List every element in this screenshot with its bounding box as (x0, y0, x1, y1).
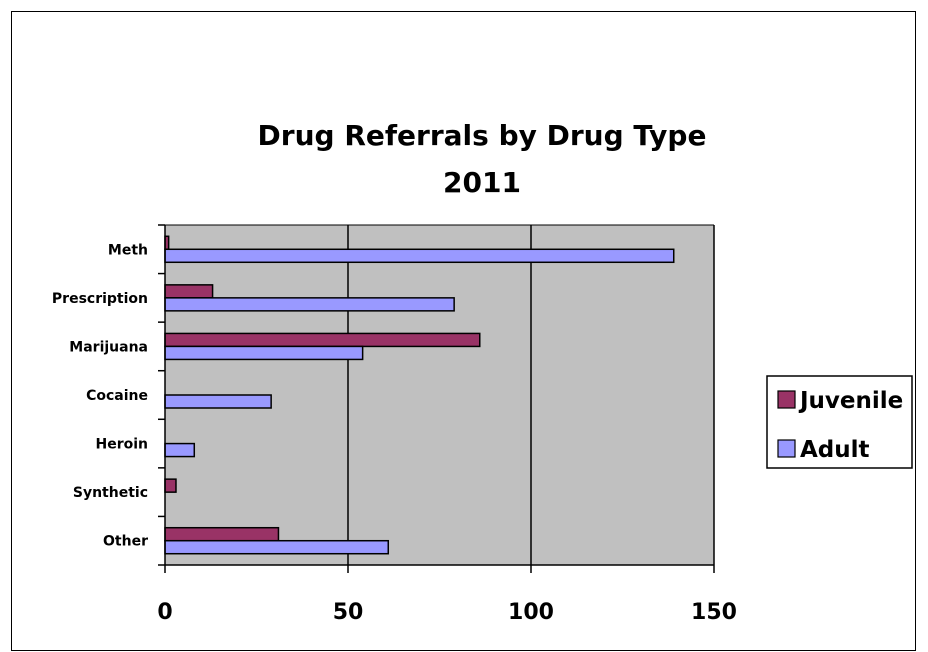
category-label-synthetic: Synthetic (73, 485, 148, 501)
category-label-marijuana: Marijuana (69, 339, 148, 355)
bar-adult-marijuana (164, 345, 364, 361)
legend: Juvenile Adult (766, 375, 913, 469)
x-tick-label-50: 50 (333, 600, 364, 625)
category-label-other: Other (103, 534, 148, 550)
legend-swatch-juvenile (777, 390, 796, 409)
x-tick-label-0: 0 (157, 600, 172, 625)
legend-label-adult: Adult (800, 437, 870, 463)
bar-juvenile-other (164, 526, 280, 542)
bar-juvenile-prescription (164, 284, 214, 299)
bar-adult-prescription (164, 297, 455, 312)
category-label-cocaine: Cocaine (86, 388, 148, 404)
bar-adult-cocaine (164, 394, 272, 409)
bar-adult-meth (164, 248, 675, 264)
legend-label-juvenile: Juvenile (798, 388, 903, 414)
category-label-prescription: Prescription (52, 291, 148, 307)
bar-adult-heroin (164, 442, 196, 458)
bar-juvenile-marijuana (164, 332, 481, 348)
category-label-meth: Meth (108, 242, 148, 258)
x-tick-label-100: 100 (508, 600, 554, 625)
chart-title: Drug Referrals by Drug Type (258, 119, 707, 152)
axes (158, 224, 715, 573)
bar-juvenile-synthetic (164, 478, 177, 493)
bar-adult-other (164, 539, 390, 555)
category-label-heroin: Heroin (96, 437, 149, 453)
x-tick-label-150: 150 (691, 600, 737, 625)
legend-swatch-adult (777, 439, 796, 458)
chart-subtitle: 2011 (443, 166, 521, 199)
axis-labels: 0 50 100 150 Meth Prescription Marijuana Cocain… (52, 242, 737, 625)
